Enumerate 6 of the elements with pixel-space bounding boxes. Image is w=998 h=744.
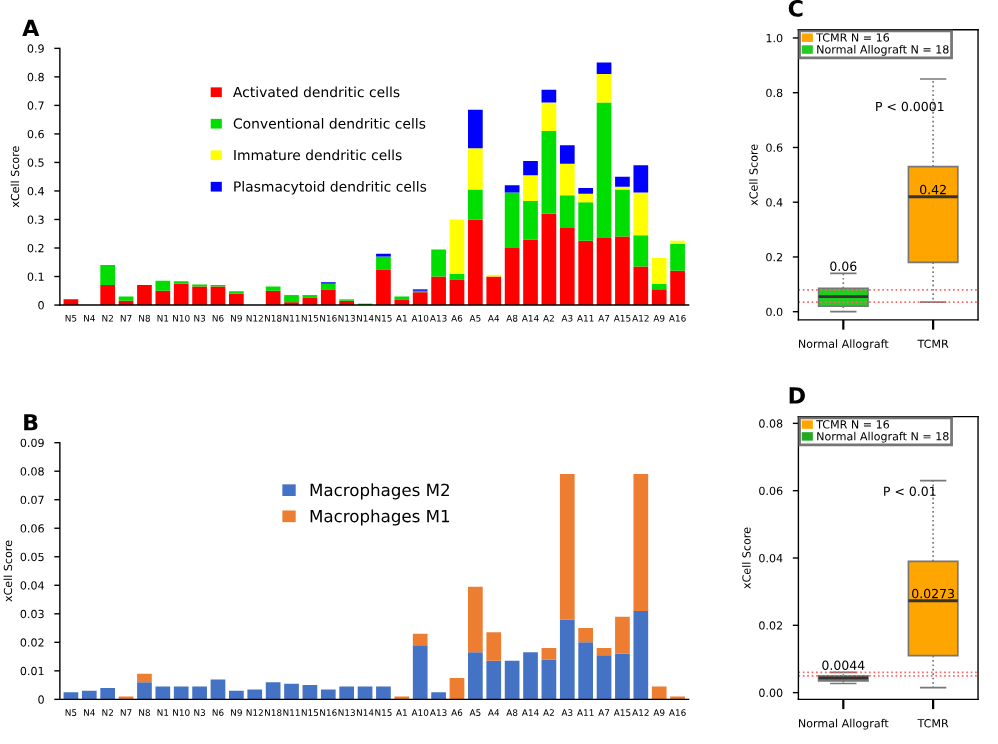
chart-title: A <box>22 19 40 37</box>
chart-title: B <box>24 414 38 431</box>
chart-title: C <box>788 0 803 17</box>
chart-title: D <box>789 387 805 404</box>
legend-label: Macrophages M2 <box>310 483 449 500</box>
legend-label: Macrophages M1 <box>310 509 450 526</box>
